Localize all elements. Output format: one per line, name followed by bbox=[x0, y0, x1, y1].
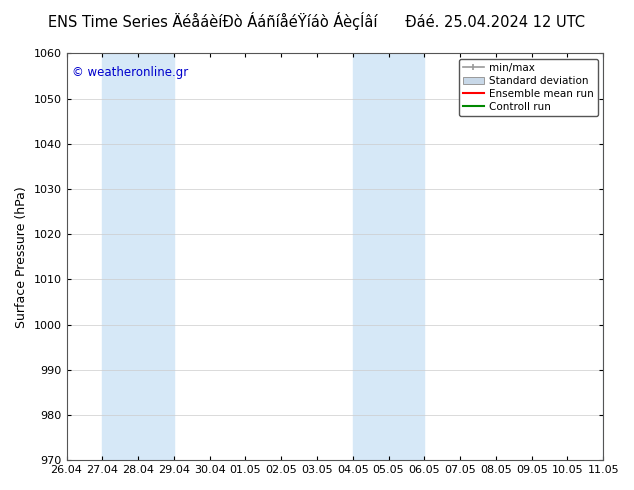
Text: ENS Time Series ÄéåáèíÐò ÁáñíåéŸíáò ÁèçÍâí      Ðáé. 25.04.2024 12 UTC: ENS Time Series ÄéåáèíÐò ÁáñíåéŸíáò ÁèçÍ… bbox=[48, 12, 586, 30]
Legend: min/max, Standard deviation, Ensemble mean run, Controll run: min/max, Standard deviation, Ensemble me… bbox=[459, 58, 598, 116]
Text: © weatheronline.gr: © weatheronline.gr bbox=[72, 66, 188, 78]
Bar bbox=[102, 53, 174, 460]
Y-axis label: Surface Pressure (hPa): Surface Pressure (hPa) bbox=[15, 186, 28, 328]
Bar bbox=[353, 53, 424, 460]
Bar bbox=[603, 53, 634, 460]
